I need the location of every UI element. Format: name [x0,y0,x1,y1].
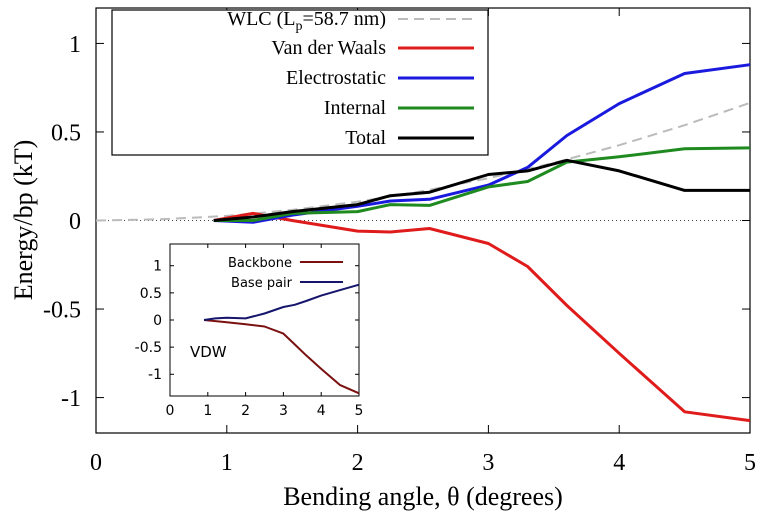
inset-x-tick-label-4: 4 [317,403,326,419]
main-series-van-der-waals [213,211,751,423]
main-x-tick-label-2: 2 [352,450,364,476]
main-y-tick-label-2: 0 [69,209,81,235]
inset-tick-labels: 0 1 2 3 4 5 1 0.5 0 -0.5 -1 [135,259,364,419]
inset-x-tick-label-1: 1 [203,403,212,419]
main-y-tick-label-3: 0.5 [51,120,81,146]
inset-plot-frame [169,243,360,397]
main-tick-labels: 0 1 2 3 4 5 -1 -0.5 0 0.5 1 [43,32,756,476]
inset-y-tick-label-0: 1 [153,259,162,275]
main-legend-box [111,9,489,156]
inset-series-base-pair [203,283,360,321]
inset-ticks [169,244,360,396]
inset-x-tick-label-5: 5 [355,403,364,419]
main-x-tick-label-1: 1 [221,450,233,476]
inset-legend-label-backbone: Backbone [228,256,292,271]
inset-y-tick-label-3: -0.5 [135,340,162,356]
inset-x-tick-label-2: 2 [241,403,250,419]
inset-x-tick-label-3: 3 [279,403,288,419]
inset-legend-label-basepair: Base pair [231,276,293,291]
main-y-tick-label-4: 1 [69,32,81,58]
main-series-internal [213,146,751,222]
inset-x-tick-label-0: 0 [166,403,175,419]
main-y-tick-label-1: -0.5 [43,297,81,323]
main-series-electrostatic [213,63,751,224]
main-y-tick-label-0: -1 [61,386,81,412]
main-x-tick-label-5: 5 [744,450,756,476]
main-series-wlc-lp-58-7-nm [95,101,751,222]
legend-label-electrostatic: Electrostatic [286,67,386,89]
inset-legend: Backbone Base pair [228,256,343,291]
inset-y-tick-label-1: 0.5 [140,286,162,302]
inset-series-backbone [203,319,360,395]
inset-series-group [203,283,360,395]
main-x-tick-label-0: 0 [90,450,102,476]
inset-y-tick-label-4: -1 [148,367,162,383]
legend-label-total: Total [345,127,386,149]
main-series-group [95,63,751,423]
inset-chart: 0 1 2 3 4 5 1 0.5 0 -0.5 -1 VDW Backbone Base pair [114,238,374,419]
main-x-tick-label-3: 3 [482,450,494,476]
main-series-total [213,158,750,222]
inset-y-tick-label-2: 0 [153,313,162,329]
legend-label-vdw: Van der Waals [271,37,386,59]
x-axis-title: Bending angle, θ (degrees) [283,482,563,511]
legend-label-internal: Internal [324,97,387,119]
legend-label-wlc: WLC (Lp=58.7 nm) [227,8,386,34]
inset-title: VDW [190,343,227,361]
main-x-tick-label-4: 4 [613,450,625,476]
y-axis-title: Energy/bp (kT) [9,140,38,301]
main-legend: WLC (Lp=58.7 nm) Van der Waals Electrost… [111,8,489,156]
